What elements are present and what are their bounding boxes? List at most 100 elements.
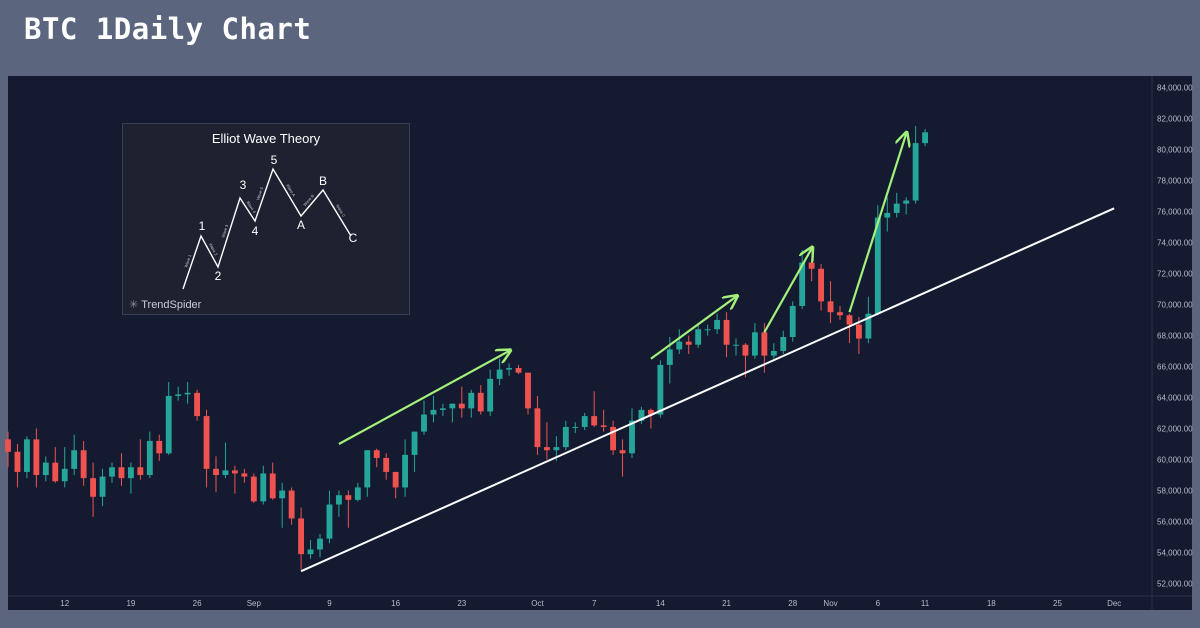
- candle-up: [903, 200, 910, 204]
- candle-down: [156, 440, 163, 454]
- candle-down: [619, 450, 626, 454]
- y-tick-label: 58,000.00: [1157, 487, 1193, 496]
- wave-segment-label: Wave 2: [208, 242, 219, 257]
- candle-up: [175, 394, 182, 396]
- candle-up: [638, 409, 645, 421]
- candle-up: [23, 439, 30, 472]
- candle-down: [855, 324, 862, 339]
- candle-down: [14, 451, 21, 472]
- wave-point-label: 1: [199, 219, 206, 233]
- candle-down: [90, 478, 97, 497]
- candle-down: [723, 319, 730, 345]
- x-tick-label: 12: [60, 599, 69, 608]
- candle-up: [714, 319, 721, 330]
- candle-up: [260, 473, 267, 502]
- wave-segment-label: Wave A: [285, 183, 296, 198]
- wave-segment-label: Wave 3: [220, 223, 229, 238]
- trend-arrow: [650, 297, 736, 360]
- candle-down: [194, 392, 201, 417]
- candle-up: [449, 403, 456, 409]
- candle-up: [789, 305, 796, 337]
- x-tick-label: 6: [876, 599, 881, 608]
- candle-down: [203, 416, 210, 469]
- wave-point-label: B: [319, 174, 327, 188]
- y-tick-label: 64,000.00: [1157, 393, 1193, 402]
- candle-up: [317, 538, 323, 550]
- y-tick-label: 76,000.00: [1157, 207, 1193, 216]
- wave-segment-label: Wave 5: [255, 186, 264, 201]
- candle-up: [770, 350, 777, 356]
- candle-up: [146, 440, 153, 476]
- x-tick-label: 19: [126, 599, 135, 608]
- candle-up: [109, 467, 115, 477]
- candle-up: [751, 332, 758, 356]
- candle-down: [827, 301, 834, 313]
- candle-up: [364, 450, 371, 488]
- trendspider-label: TrendSpider: [141, 299, 202, 311]
- wave-segment-label: Wave B: [302, 193, 315, 207]
- candle-down: [288, 490, 295, 519]
- candle-up: [666, 349, 673, 365]
- candle-down: [118, 467, 125, 479]
- candle-up: [581, 416, 588, 427]
- candle-up: [222, 470, 229, 476]
- candle-down: [5, 439, 11, 452]
- candle-up: [354, 487, 361, 500]
- wave-point-label: C: [349, 231, 358, 245]
- y-tick-label: 60,000.00: [1157, 456, 1193, 465]
- candle-up: [326, 504, 333, 539]
- candle-up: [676, 341, 683, 350]
- wave-segment-label: Wave C: [335, 203, 347, 218]
- candle-down: [298, 518, 305, 555]
- y-tick-label: 80,000.00: [1157, 145, 1193, 154]
- y-tick-label: 62,000.00: [1157, 425, 1193, 434]
- candle-up: [496, 369, 503, 379]
- y-tick-label: 78,000.00: [1157, 176, 1193, 185]
- x-tick-label: 26: [193, 599, 202, 608]
- candle-up: [99, 476, 106, 497]
- trend-arrow: [848, 134, 906, 313]
- y-tick-label: 54,000.00: [1157, 549, 1193, 558]
- candle-up: [780, 337, 787, 351]
- candle-down: [213, 468, 219, 476]
- candle-down: [525, 372, 531, 409]
- x-tick-label: 14: [656, 599, 665, 608]
- candle-up: [704, 329, 711, 331]
- y-tick-label: 72,000.00: [1157, 269, 1193, 278]
- candle-up: [430, 409, 437, 415]
- wave-point-label: 2: [215, 269, 222, 283]
- x-tick-label: 23: [457, 599, 466, 608]
- wave-point-label: 5: [271, 153, 278, 167]
- x-tick-label: Sep: [247, 599, 262, 608]
- candle-down: [137, 467, 144, 476]
- candle-down: [846, 315, 853, 325]
- candle-up: [562, 426, 569, 448]
- y-tick-label: 52,000.00: [1157, 580, 1193, 589]
- support-trendline: [300, 207, 1115, 573]
- candle-up: [402, 454, 409, 488]
- x-tick-label: 21: [722, 599, 731, 608]
- wave-point-label: 4: [252, 224, 259, 238]
- candle-down: [685, 341, 692, 345]
- candle-down: [534, 408, 541, 448]
- wave-path: [182, 167, 352, 290]
- candle-up: [572, 426, 579, 428]
- spider-icon: ✳: [129, 299, 139, 311]
- candle-up: [487, 378, 494, 412]
- candle-up: [71, 450, 78, 469]
- candle-down: [269, 473, 276, 499]
- candle-up: [874, 217, 881, 314]
- y-tick-label: 82,000.00: [1157, 114, 1193, 123]
- candle-up: [61, 468, 68, 482]
- x-tick-label: Dec: [1107, 599, 1121, 608]
- candle-up: [421, 414, 427, 432]
- candle-down: [808, 262, 815, 269]
- candle-up: [695, 329, 702, 345]
- candle-down: [250, 476, 257, 502]
- candle-up: [629, 420, 635, 454]
- x-tick-label: 25: [1053, 599, 1062, 608]
- x-tick-label: 11: [921, 599, 930, 608]
